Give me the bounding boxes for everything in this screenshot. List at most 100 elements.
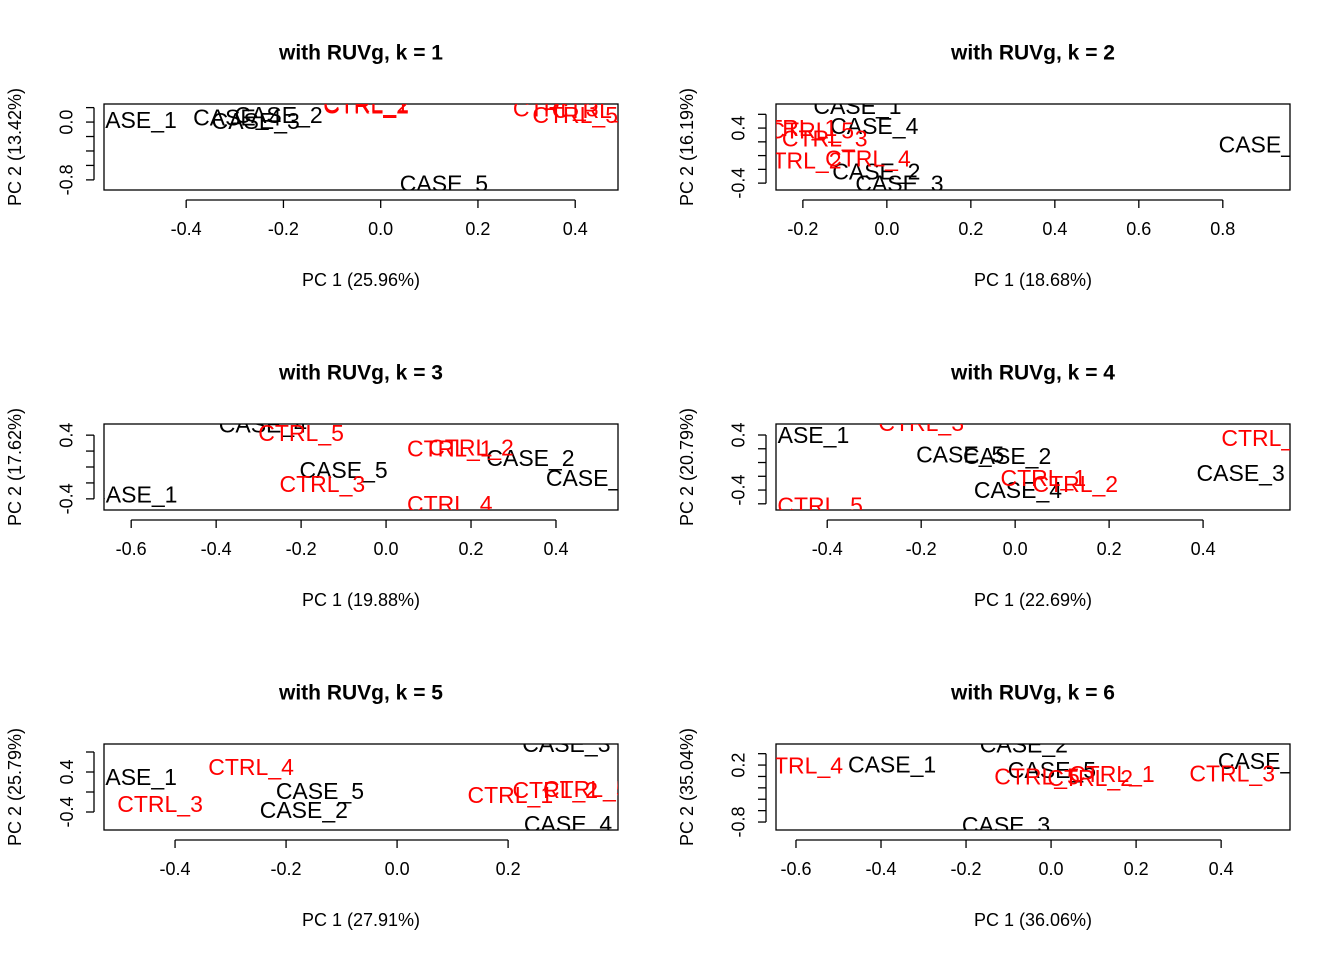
x-tick-label: 0.0 [874, 219, 899, 239]
x-tick-label: 0.4 [543, 539, 568, 559]
point-label: CTRL_2 [756, 148, 842, 174]
x-tick-label: -0.4 [171, 219, 202, 239]
panel-title: with RUVg, k = 1 [278, 42, 443, 65]
x-tick-label: -0.4 [201, 539, 232, 559]
panel-title: with RUVg, k = 5 [278, 682, 443, 705]
x-tick-label: -0.2 [271, 859, 302, 879]
point-label: CTRL_4 [552, 97, 638, 123]
point-label: CTRL_4 [825, 145, 911, 171]
point-label: CTRL_3 [1189, 760, 1275, 786]
point-label: CASE_1 [761, 422, 849, 448]
y-axis-label: PC 2 (16.19%) [677, 88, 697, 206]
x-tick-label: 0.2 [958, 219, 983, 239]
y-axis-label: PC 2 (17.62%) [5, 408, 25, 526]
point-label: CTRL_4 [407, 491, 493, 517]
point-label: CTRL_3 [878, 410, 964, 436]
point-label: CTRL_1 [407, 435, 493, 461]
point-label: CTRL_2 [1032, 471, 1118, 497]
x-tick-label: -0.2 [787, 219, 818, 239]
point-label: CTRL_4 [1221, 425, 1307, 451]
point-label: CASE_5 [916, 441, 1004, 467]
x-tick-label: -0.4 [865, 859, 896, 879]
x-tick-label: 0.2 [465, 219, 490, 239]
point-label: CASE_5 [276, 778, 364, 804]
y-axis-label: PC 2 (25.79%) [5, 728, 25, 846]
point-label: CTRL_5 [768, 117, 854, 143]
point-label: CTRL_5 [258, 420, 344, 446]
point-label: CTRL_5 [532, 102, 618, 128]
point-label: CASE_2 [963, 443, 1051, 469]
point-label: CASE_3 [962, 812, 1050, 838]
x-tick-label: 0.0 [368, 219, 393, 239]
x-tick-label: 0.2 [496, 859, 521, 879]
point-label: CTRL_2 [512, 777, 598, 803]
point-label: CASE_2 [260, 797, 348, 823]
x-tick-label: 0.8 [1210, 219, 1235, 239]
panel-title: with RUVg, k = 3 [278, 362, 443, 385]
x-tick-label: 0.0 [385, 859, 410, 879]
point-label: CASE_3 [546, 465, 634, 491]
point-label: CASE_2 [234, 102, 322, 128]
point-label: CTRL_1 [467, 782, 553, 808]
y-tick-label: -0.8 [57, 164, 77, 195]
x-axis-label: PC 1 (27.91%) [302, 910, 420, 930]
point-label: CASE_1 [89, 107, 177, 133]
point-label: CTRL_5 [994, 763, 1080, 789]
point-label: CTRL_5 [543, 776, 629, 802]
y-axis-label: PC 2 (35.04%) [677, 728, 697, 846]
y-tick-label: 0.4 [729, 116, 749, 141]
panel-title: with RUVg, k = 4 [950, 362, 1115, 385]
panel: with RUVg, k = 3 -0.6 -0.4 -0.2 0.0 0.2 0.4 PC … [5, 362, 634, 610]
point-label: CASE_3 [522, 731, 610, 757]
point-label: CASE_1 [89, 764, 177, 790]
y-tick-label: -0.4 [57, 483, 77, 514]
panel: with RUVg, k = 5 -0.4 -0.2 0.0 0.2 PC 1 (27.9… [5, 682, 629, 930]
y-tick-label: 0.4 [729, 422, 749, 447]
x-axis-label: PC 1 (19.88%) [302, 590, 420, 610]
point-label: CASE_4 [1218, 748, 1306, 774]
x-tick-label: 0.0 [374, 539, 399, 559]
panel: with RUVg, k = 1 -0.4 -0.2 0.0 0.2 0.4 PC 1 (2… [5, 42, 638, 290]
point-label: CASE_5 [1219, 132, 1307, 158]
x-axis-label: PC 1 (22.69%) [974, 590, 1092, 610]
x-tick-label: -0.2 [268, 219, 299, 239]
x-tick-label: 0.4 [1209, 859, 1234, 879]
x-tick-label: 0.4 [1042, 219, 1067, 239]
x-tick-label: 0.0 [1039, 859, 1064, 879]
x-tick-label: -0.6 [780, 859, 811, 879]
x-tick-label: 0.0 [1003, 539, 1028, 559]
x-tick-label: -0.2 [951, 859, 982, 879]
point-label: CASE_4 [193, 104, 281, 130]
panel: with RUVg, k = 6 -0.6 -0.4 -0.2 0.0 0.2 0.4 PC … [677, 682, 1306, 930]
plot-frame [103, 103, 619, 191]
point-label: CASE_2 [832, 159, 920, 185]
plot-frame [775, 423, 1291, 511]
x-axis-label: PC 1 (25.96%) [302, 270, 420, 290]
y-axis-label: PC 2 (13.42%) [5, 88, 25, 206]
y-tick-label: 0.4 [57, 759, 77, 784]
point-label: CTRL_3 [280, 471, 366, 497]
plot-frame [103, 743, 619, 831]
points: CASE_3CASE_1CASE_5CASE_2CASE_4CTRL_4CTRL… [89, 731, 629, 830]
point-label: CASE_1 [813, 93, 901, 119]
x-axis-label: PC 1 (18.68%) [974, 270, 1092, 290]
point-label: CTRL_2 [428, 435, 514, 461]
x-tick-label: 0.4 [563, 219, 588, 239]
point-label: CTRL_2 [323, 93, 409, 119]
x-tick-label: 0.6 [1126, 219, 1151, 239]
point-label: CASE_5 [1008, 757, 1096, 783]
panel: with RUVg, k = 2 -0.2 0.0 0.2 0.4 0.6 0.8 PC 1 … [677, 42, 1307, 290]
x-tick-label: -0.2 [906, 539, 937, 559]
point-label: CASE_3 [855, 170, 943, 196]
y-tick-label: 0.2 [729, 753, 749, 778]
point-label: CASE_3 [212, 108, 300, 134]
y-tick-label: -0.4 [57, 796, 77, 827]
point-label: CTRL_1 [1069, 761, 1155, 787]
point-label: CTRL_2 [1047, 765, 1133, 791]
point-label: CTRL_5 [777, 492, 863, 518]
point-label: CTRL_3 [782, 126, 868, 152]
panel: with RUVg, k = 4 -0.4 -0.2 0.0 0.2 0.4 PC 1 (2… [677, 362, 1307, 610]
